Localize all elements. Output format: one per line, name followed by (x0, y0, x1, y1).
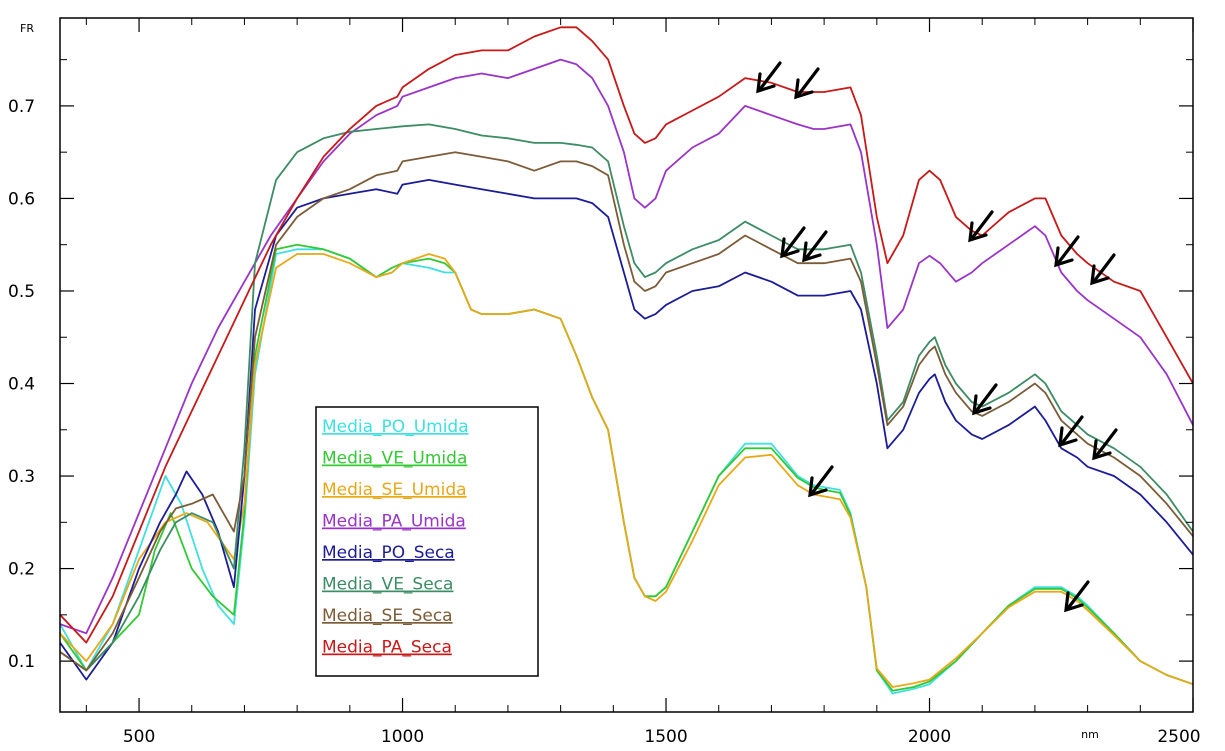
series-line-media-po-umida (59, 248, 1194, 695)
plot-frame (59, 17, 1194, 713)
legend-entry: Media_PA_Umida (322, 512, 466, 532)
legend: Media_PO_Umida Media_VE_Umida Media_SE_Umi… (315, 406, 539, 677)
annotation-arrow (756, 61, 782, 94)
annotation-arrow (1090, 253, 1116, 286)
x-tick-label: 2500 (1157, 727, 1200, 747)
legend-entry: Media_VE_Umida (322, 449, 467, 469)
annotation-arrow (808, 465, 834, 498)
series-line-media-pa-seca (59, 26, 1194, 644)
x-tick-label: 1000 (381, 727, 424, 747)
y-axis-label: FR (20, 22, 34, 35)
series-layer (59, 26, 1194, 695)
series-line-media-ve-seca (59, 123, 1194, 672)
legend-entry: Media_PA_Seca (322, 638, 452, 658)
y-tick-label: 0.6 (8, 189, 35, 209)
legend-entry: Media_PO_Umida (322, 417, 469, 437)
annotation-arrow (972, 383, 998, 416)
annotation-arrow (1092, 428, 1118, 461)
annotation-arrow (1054, 235, 1080, 268)
annotation-arrow (968, 210, 994, 243)
series-line-media-pa-umida (59, 58, 1194, 635)
y-tick-label: 0.7 (8, 97, 35, 117)
y-tick-label: 0.5 (8, 282, 35, 302)
y-tick-label: 0.1 (8, 652, 35, 672)
x-tick-label: 1500 (644, 727, 687, 747)
annotation-arrow (802, 230, 828, 263)
annotation-arrows (756, 61, 1118, 613)
legend-entry: Media_VE_Seca (322, 575, 453, 595)
x-tick-label: 500 (123, 727, 155, 747)
legend-entry: Media_PO_Seca (322, 543, 455, 563)
series-line-media-ve-umida (59, 243, 1194, 692)
y-tick-label: 0.2 (8, 560, 35, 580)
x-tick-label: 2000 (908, 727, 951, 747)
axis-layer: 500 1000 1500 2000 2500 0.1 0.2 0.3 0.4 0.5 0.6 0.7 (8, 18, 1201, 747)
series-line-media-se-umida (59, 253, 1194, 688)
annotation-arrow (780, 226, 806, 259)
legend-entry: Media_SE_Umida (322, 480, 467, 500)
annotation-arrow (1058, 415, 1084, 448)
annotation-arrow (794, 67, 820, 100)
annotation-arrow (1064, 580, 1090, 613)
series-line-media-se-seca (59, 151, 1194, 672)
legend-box (315, 406, 539, 677)
y-tick-label: 0.4 (8, 375, 35, 395)
x-axis-label: nm (1081, 728, 1099, 741)
y-tick-label: 0.3 (8, 467, 35, 487)
legend-entry: Media_SE_Seca (322, 606, 453, 626)
